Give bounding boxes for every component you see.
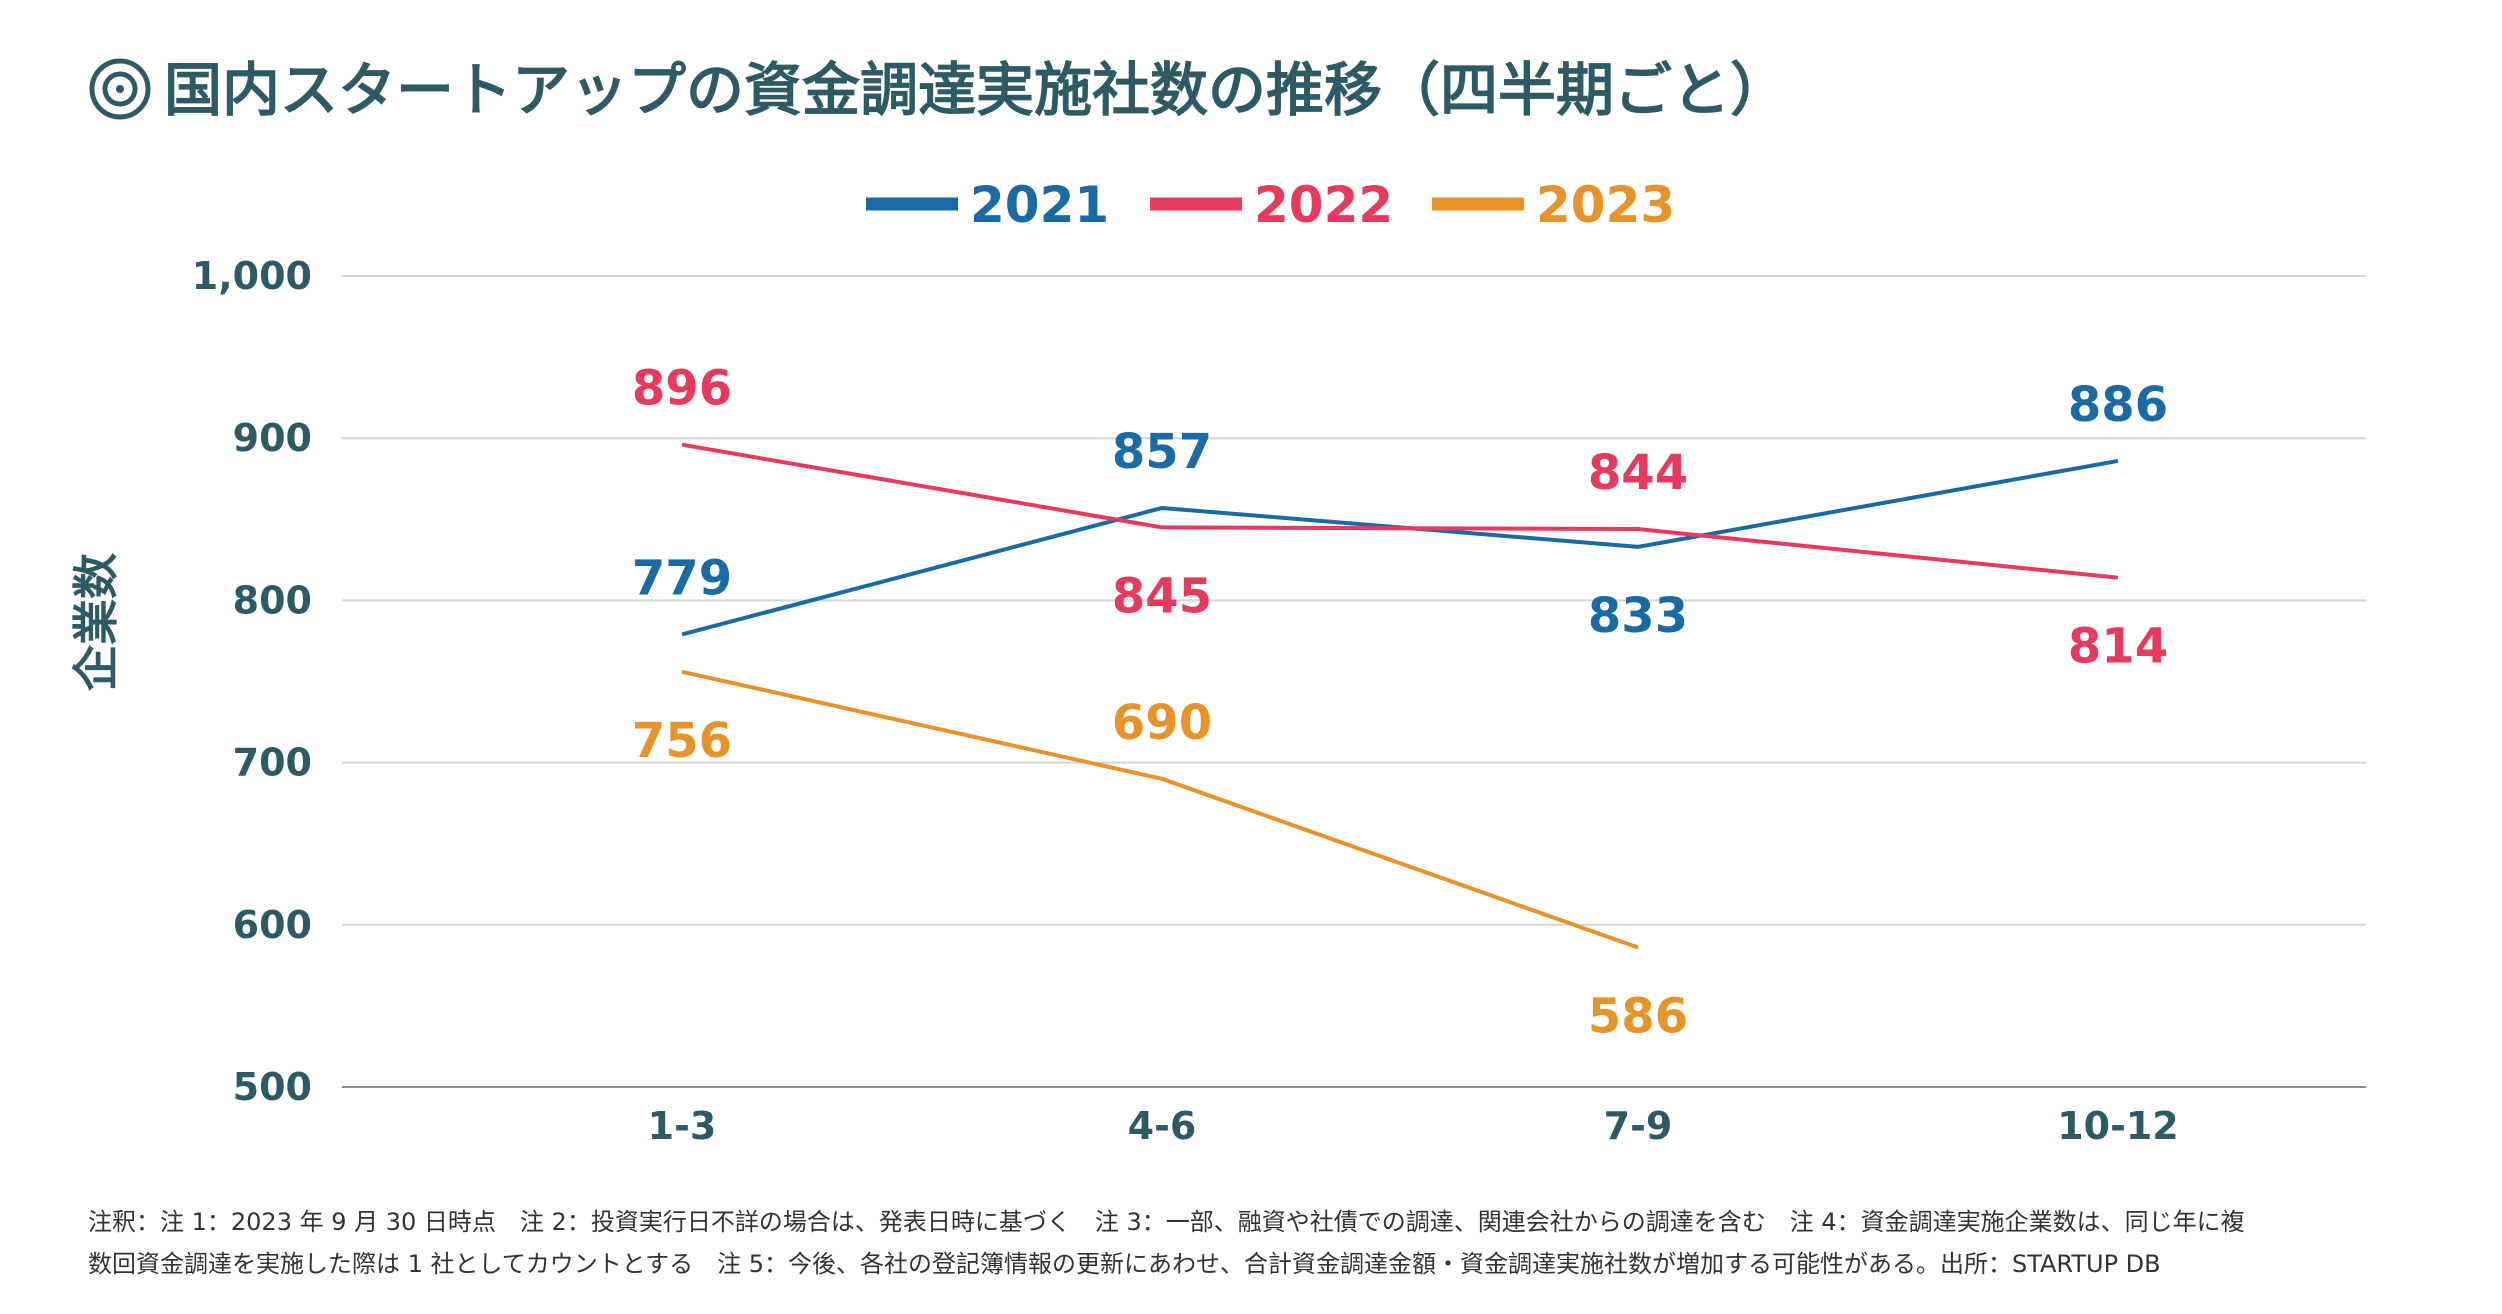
- x-tick-label: 4-6: [1128, 1104, 1197, 1148]
- data-label-2023-1-3: 756: [632, 713, 732, 769]
- y-axis: 500 600 700 800 900 1,000: [192, 254, 312, 1109]
- double-circle-icon-center: [116, 85, 124, 93]
- series-line-2023: [681, 669, 1639, 950]
- x-axis: 1-3 4-6 7-9 10-12: [648, 1104, 2179, 1148]
- y-tick-label: 800: [233, 578, 312, 622]
- x-tick-label: 10-12: [2057, 1104, 2179, 1148]
- y-tick-label: 700: [233, 741, 312, 785]
- data-label-2023-4-6: 690: [1112, 695, 1212, 751]
- y-tick-label: 1,000: [192, 254, 312, 298]
- data-label-2022-4-6: 845: [1112, 568, 1212, 624]
- footnote-line-2: 数回資金調達を実施した際は 1 社としてカウントとする 注 5：今後、各社の登記…: [88, 1250, 2161, 1278]
- y-axis-label: 企業数: [69, 553, 123, 691]
- data-label-2021-1-3: 779: [632, 550, 732, 606]
- double-circle-icon-inner-ring: [102, 71, 138, 107]
- legend-label-2023: 2023: [1536, 176, 1675, 234]
- data-label-2022-7-9: 844: [1588, 445, 1688, 501]
- y-tick-label: 900: [233, 416, 312, 460]
- page-title: 国内スタートアップの資金調達実施社数の推移（四半期ごと）: [164, 56, 1788, 124]
- data-label-2023-7-9: 586: [1588, 989, 1688, 1045]
- series-line-2022: [681, 442, 2119, 580]
- y-tick-label: 600: [233, 903, 312, 947]
- series-line-2021: [681, 458, 2119, 637]
- x-tick-label: 1-3: [648, 1104, 717, 1148]
- gridlines: [342, 275, 2366, 1088]
- data-label-2022-1-3: 896: [632, 361, 732, 417]
- legend: 2021 2022 2023: [866, 176, 1675, 234]
- y-tick-label: 500: [233, 1065, 312, 1109]
- legend-label-2021: 2021: [970, 176, 1109, 234]
- data-labels: 779 857 833 886 896 845 844 814 756 690 586: [632, 361, 2168, 1045]
- footnote-line-1: 注釈：注 1：2023 年 9 月 30 日時点 注 2：投資実行日不詳の場合は…: [88, 1208, 2245, 1236]
- data-label-2021-7-9: 833: [1588, 588, 1688, 644]
- x-tick-label: 7-9: [1604, 1104, 1673, 1148]
- data-label-2022-10-12: 814: [2068, 619, 2168, 675]
- data-label-2021-10-12: 886: [2068, 377, 2168, 433]
- data-label-2021-4-6: 857: [1112, 424, 1212, 480]
- chart-title: 国内スタートアップの資金調達実施社数の推移（四半期ごと）: [89, 56, 1788, 124]
- legend-label-2022: 2022: [1254, 176, 1393, 234]
- double-circle-icon: [89, 58, 151, 120]
- series-lines: [681, 442, 2119, 950]
